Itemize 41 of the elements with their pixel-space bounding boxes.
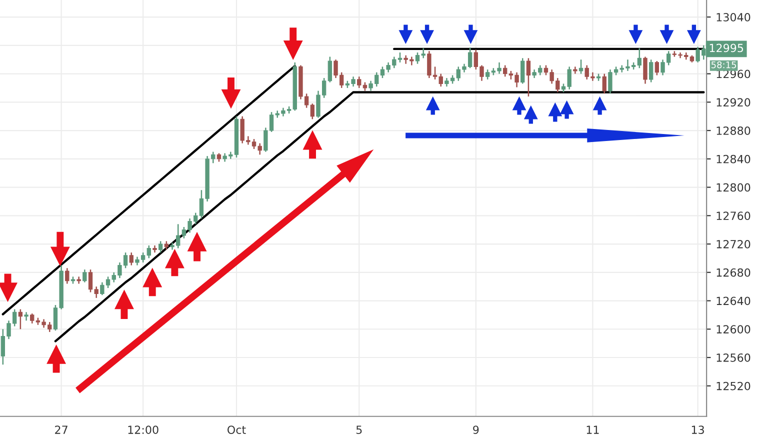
candlestick [82,268,87,283]
y-tick-label: 12600 [716,325,750,334]
y-tick-label: 12720 [716,240,750,248]
candlestick [520,58,525,84]
y-tick-label: 13040 [716,13,750,22]
y-tick-label: 12800 [716,183,750,192]
candlestick [526,58,531,98]
x-tick-label: Oct [228,426,246,434]
candlestick [18,308,23,330]
candlestick [637,48,642,69]
candlestick [158,240,163,254]
candlestick [503,64,508,78]
x-tick-label: 5 [356,426,362,434]
candlestick [654,60,660,76]
candlestick [146,244,151,259]
annotation: 12995 [710,44,744,52]
x-tick-label: 11 [586,426,599,434]
candlestick [643,56,648,84]
y-tick-label: 12520 [716,382,750,390]
candlestick [24,311,28,322]
candlestick [310,102,314,120]
candlestick [578,58,584,74]
x-tick-label: 9 [473,426,479,434]
y-tick-label: 12680 [716,268,750,277]
x-tick-label: 27 [55,426,68,434]
y-tick-label: 12880 [716,126,750,135]
y-tick-label: 12840 [716,154,750,164]
candlestick [602,73,606,94]
candlestick [129,252,134,266]
text: 58:15 [711,61,736,68]
candlestick [648,58,654,83]
y-tick-label: 12560 [716,353,750,362]
line-series [2,64,296,316]
x-tick-label: 12:00 [128,426,158,434]
candlestick [328,56,332,83]
candlestick [65,268,70,284]
y-tick-label: 12640 [716,296,750,306]
x-tick-label: 13 [692,426,704,434]
candlestick [485,68,490,80]
y-tick-label: 12920 [716,98,750,107]
y-tick-label: 12760 [716,212,750,220]
